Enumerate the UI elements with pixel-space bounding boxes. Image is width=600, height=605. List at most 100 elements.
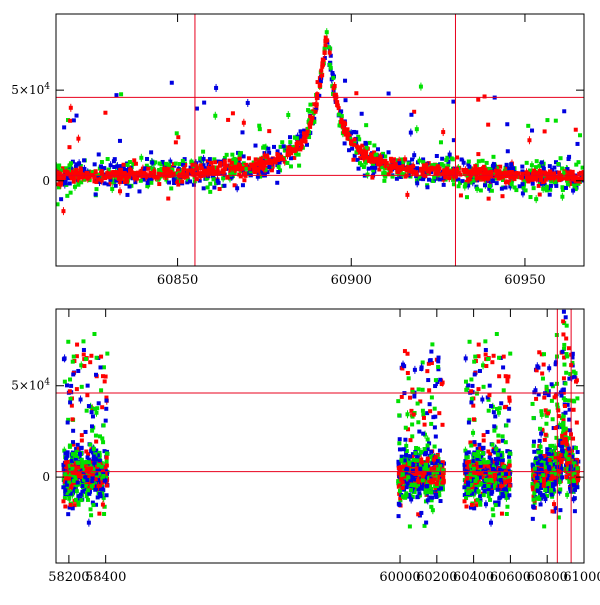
data-point [399,458,403,462]
data-point [501,492,505,496]
data-point [233,165,237,169]
data-point [92,455,96,459]
data-point [577,160,581,164]
data-point [417,491,421,495]
data-point [395,177,399,181]
data-point [433,445,437,449]
data-point [423,447,427,451]
data-point [174,140,178,144]
data-point [102,365,106,369]
data-point [516,171,520,175]
data-point [417,159,421,163]
data-point [100,487,104,491]
data-point [242,154,246,158]
data-point [126,163,130,167]
data-point [496,488,500,492]
data-point [466,483,470,487]
data-point [323,51,327,55]
data-point [490,443,494,447]
data-point [59,197,63,201]
data-point [443,171,447,175]
data-point [90,473,94,477]
data-point [96,177,100,181]
data-point [84,430,88,434]
data-point [64,460,68,464]
data-point [262,144,266,148]
data-point [362,149,366,153]
data-point [318,83,322,87]
data-point [504,472,508,476]
data-point [295,142,299,146]
data-point [486,464,490,468]
data-point [532,440,536,444]
data-point [114,93,118,97]
data-point [330,71,334,75]
data-point [465,460,469,464]
data-point [72,118,76,122]
data-point [396,399,400,403]
data-point [410,422,414,426]
data-point [464,471,468,475]
data-point [175,131,179,135]
data-point [100,405,104,409]
data-point [197,171,201,175]
data-point [415,127,419,131]
data-point [436,459,440,463]
data-point [76,443,80,447]
data-point [464,356,468,360]
data-point [75,387,79,391]
data-point [63,488,67,492]
data-point [545,185,549,189]
data-point [562,343,566,347]
data-point [486,430,490,434]
x-tick-label: 60950 [504,273,545,288]
data-point [231,111,235,115]
data-point [87,460,91,464]
data-point [505,122,509,126]
data-point [237,162,241,166]
data-point [506,149,510,153]
data-point [400,395,404,399]
data-point [71,372,75,376]
plot-frame [56,14,584,266]
data-point [257,124,261,128]
data-point [97,463,101,467]
data-point [415,458,419,462]
data-point [152,169,156,173]
data-point [188,179,192,183]
data-point [459,193,463,197]
data-point [408,396,412,400]
data-point [208,182,212,186]
data-point [112,159,116,163]
data-point [97,152,101,156]
data-point [156,176,160,180]
data-point [404,426,408,430]
data-point [405,467,409,471]
data-point [105,493,109,497]
data-point [494,447,498,451]
data-point [383,164,387,168]
data-point [468,340,472,344]
data-point [451,100,455,104]
data-point [378,161,382,165]
data-point [451,171,455,175]
data-point [166,169,170,173]
data-point [136,171,140,175]
data-point [442,183,446,187]
data-point [235,186,239,190]
data-point [505,505,509,509]
data-point [482,385,486,389]
data-point [90,484,94,488]
data-point [69,191,73,195]
data-point [176,135,180,139]
data-point [262,163,266,167]
data-point [105,463,109,467]
data-point [494,503,498,507]
data-point [561,319,565,323]
data-point [507,407,511,411]
data-point [495,181,499,185]
data-point [75,114,79,118]
data-point [428,409,432,413]
data-point [464,380,468,384]
data-point [463,499,467,503]
